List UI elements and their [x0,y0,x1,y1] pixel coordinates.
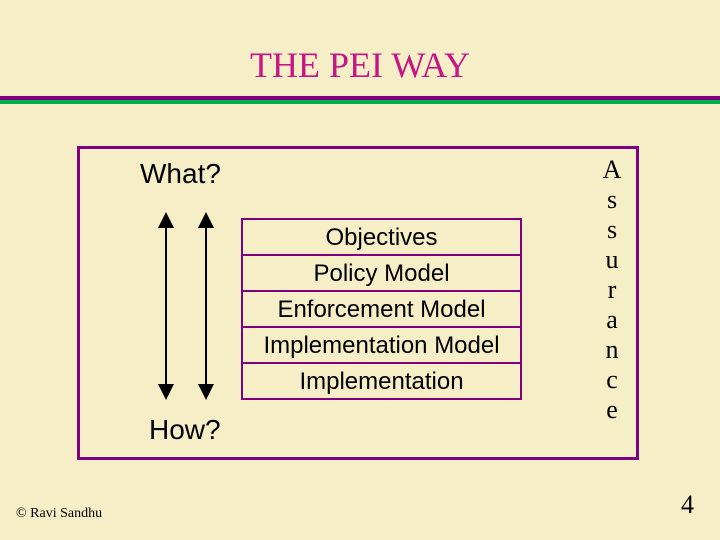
page-number: 4 [681,490,694,520]
arrows [0,0,720,540]
copyright: © Ravi Sandhu [16,506,102,522]
slide: THE PEI WAY What? How? ObjectivesPolicy … [0,0,720,540]
